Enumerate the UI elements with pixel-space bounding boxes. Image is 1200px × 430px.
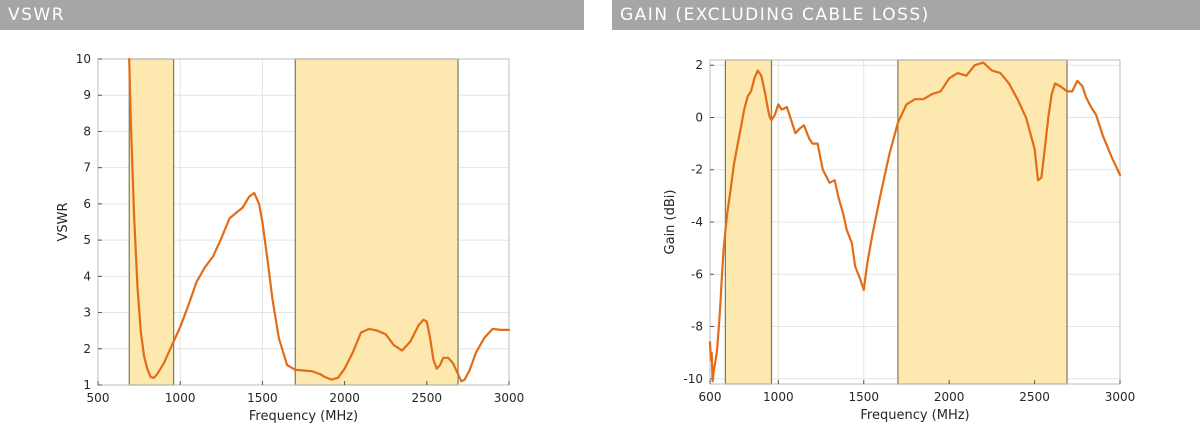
- frequency-band-1: [128, 58, 175, 386]
- y-tick-label: 0: [695, 110, 703, 124]
- y-tick-label: -6: [691, 267, 703, 281]
- y-tick-label: 4: [83, 269, 91, 283]
- x-tick-label: 1500: [247, 391, 278, 405]
- x-tick-label: 3000: [1105, 390, 1136, 404]
- y-tick-label: 3: [83, 306, 91, 320]
- gain-chart: 600 1000 1500 2000 2500 3000 -10 -8 -6 -4 -2 0 2 Freq…: [663, 58, 1136, 423]
- x-tick-label: 2000: [934, 390, 965, 404]
- y-tick-label: 2: [695, 58, 703, 72]
- frequency-band-2: [294, 58, 459, 386]
- gain-panel: GAIN (EXCLUDING CABLE LOSS) 600 1000 1500 2…: [612, 0, 1200, 430]
- x-tick-label: 500: [87, 391, 110, 405]
- y-tick-label: 5: [83, 233, 91, 247]
- y-axis-label: VSWR: [56, 202, 71, 241]
- x-tick-label: 2000: [329, 391, 360, 405]
- y-tick-label: -2: [691, 163, 703, 177]
- series-line-1: [128, 57, 511, 383]
- frequency-band-2: [897, 59, 1068, 385]
- x-axis-label: Frequency (MHz): [860, 408, 969, 423]
- y-tick-label: -10: [683, 372, 703, 386]
- vswr-panel: VSWR 500 1000 1500 2000 2500 3000 1 2 3 4 5 6 7 8 9 10 F…: [0, 0, 584, 430]
- x-axis-label: Frequency (MHz): [249, 409, 358, 424]
- x-tick-label: 1000: [763, 390, 794, 404]
- x-tick-label: 1500: [848, 390, 879, 404]
- gain-header: GAIN (EXCLUDING CABLE LOSS): [612, 0, 1200, 30]
- y-tick-label: 1: [83, 378, 91, 392]
- y-tick-label: 9: [83, 88, 91, 102]
- x-tick-label: 1000: [165, 391, 196, 405]
- y-axis-label: Gain (dBi): [663, 190, 678, 255]
- x-tick-label: 2500: [412, 391, 443, 405]
- y-tick-label: -4: [691, 215, 703, 229]
- x-tick-label: 3000: [494, 391, 525, 405]
- y-tick-label: 6: [83, 197, 91, 211]
- series-line-1: [708, 61, 1122, 383]
- x-tick-label: 2500: [1019, 390, 1050, 404]
- y-tick-label: 7: [83, 161, 91, 175]
- x-tick-label: 600: [699, 390, 722, 404]
- vswr-header: VSWR: [0, 0, 584, 30]
- y-tick-label: 10: [76, 52, 91, 66]
- vswr-chart: 500 1000 1500 2000 2500 3000 1 2 3 4 5 6 7 8 9 10 Freque…: [56, 52, 525, 424]
- plot-area: [97, 58, 510, 386]
- frequency-band-1: [724, 59, 773, 385]
- y-tick-label: -8: [691, 320, 703, 334]
- y-tick-label: 2: [83, 342, 91, 356]
- y-tick-label: 8: [83, 124, 91, 138]
